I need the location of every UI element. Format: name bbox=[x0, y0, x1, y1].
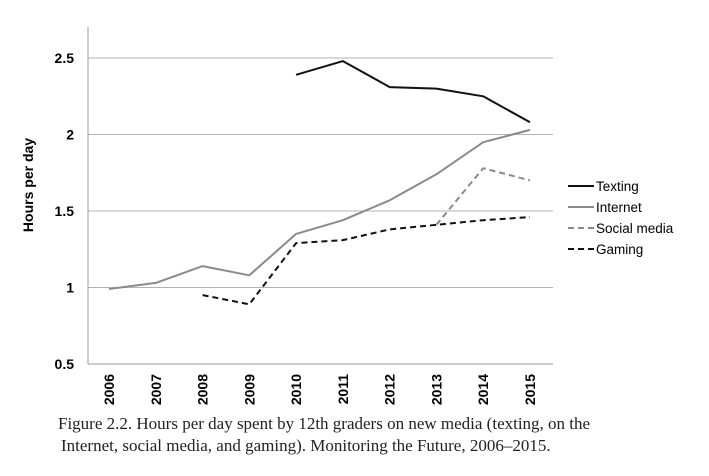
caption-line-2: Internet, social media, and gaming). Mon… bbox=[61, 436, 551, 455]
x-tick-label: 2013 bbox=[428, 374, 444, 405]
series-line-texting bbox=[295, 60, 531, 124]
y-tick-label: 0.5 bbox=[55, 356, 75, 372]
series-line-social-media bbox=[435, 167, 531, 226]
legend: Texting Internet Social media Gaming bbox=[568, 179, 674, 257]
y-tick-label: 2.5 bbox=[55, 50, 75, 66]
x-tick-label: 2006 bbox=[101, 374, 117, 405]
figure-caption: Figure 2.2. Hours per day spent by 12th … bbox=[58, 413, 698, 457]
x-tick-label: 2010 bbox=[288, 374, 304, 405]
series-line-gaming bbox=[202, 216, 531, 306]
series-lines bbox=[108, 60, 531, 306]
x-tick-labels: 2006 2007 2008 2009 2010 2011 2012 2013 2014 2015 bbox=[101, 374, 538, 405]
x-tick-label: 2007 bbox=[148, 374, 164, 405]
x-tick-label: 2015 bbox=[522, 374, 538, 405]
y-axis-label: Hours per day bbox=[20, 138, 36, 232]
legend-label: Gaming bbox=[596, 242, 643, 257]
x-tick-label: 2008 bbox=[195, 374, 211, 405]
x-tick-label: 2012 bbox=[382, 374, 398, 405]
legend-label: Internet bbox=[596, 200, 642, 215]
x-tick-label: 2009 bbox=[241, 374, 257, 405]
legend-label: Texting bbox=[596, 179, 639, 194]
caption-line-1: Figure 2.2. Hours per day spent by 12th … bbox=[58, 414, 591, 433]
x-tick-label: 2011 bbox=[335, 374, 351, 405]
y-tick-label: 2 bbox=[66, 127, 74, 143]
axes bbox=[87, 27, 553, 365]
y-tick-label: 1.5 bbox=[55, 203, 75, 219]
legend-label: Social media bbox=[596, 221, 674, 236]
y-tick-label: 1 bbox=[66, 280, 74, 296]
series-line-internet bbox=[108, 128, 531, 290]
y-tick-labels: 0.5 1 1.5 2 2.5 bbox=[55, 50, 75, 372]
gridlines bbox=[88, 57, 553, 288]
x-tick-label: 2014 bbox=[475, 374, 491, 405]
